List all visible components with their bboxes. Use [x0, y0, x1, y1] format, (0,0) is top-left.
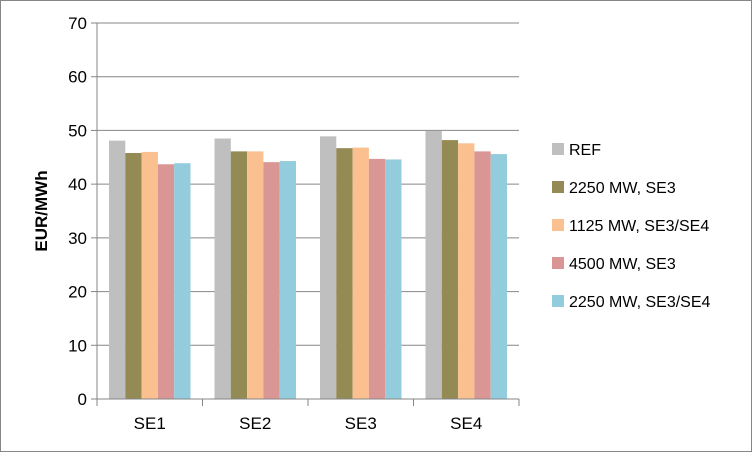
- legend-label-4: 4500 MW, SE3: [569, 256, 676, 273]
- bar-se3-series-4: [368, 158, 386, 399]
- bar-se4-series-5: [490, 154, 507, 399]
- y-tick-label: 50: [68, 121, 87, 140]
- y-tick-label: 40: [68, 175, 87, 194]
- bar-se2-series-3: [247, 151, 264, 399]
- y-tick-label: 60: [68, 68, 87, 87]
- axes: [91, 22, 520, 406]
- y-tick-labels: 0 10 20 30 40 50 60 70: [68, 14, 87, 409]
- legend-label-1: REF: [569, 142, 601, 159]
- bar-se1-series-2: [125, 152, 142, 399]
- legend-label-5: 2250 MW, SE3/SE4: [569, 294, 711, 311]
- legend-label-2: 2250 MW, SE3: [569, 180, 676, 197]
- legend-label-3: 1125 MW, SE3/SE4: [569, 218, 709, 235]
- bar-se4-series-1: [425, 130, 442, 400]
- legend-swatch-3: [552, 219, 564, 231]
- bar-se1-series-4: [157, 164, 175, 399]
- bars: [109, 130, 507, 400]
- y-tick-label: 20: [68, 283, 87, 302]
- bar-se4-series-4: [474, 151, 491, 399]
- y-tick-label: 0: [78, 390, 87, 409]
- y-tick-label: 10: [68, 336, 87, 355]
- bar-se3-series-2: [336, 148, 353, 399]
- x-tick-label: SE3: [345, 414, 377, 433]
- bar-se3-series-3: [352, 147, 369, 399]
- x-tick-label: SE2: [239, 414, 271, 433]
- bar-se4-series-3: [458, 143, 475, 399]
- y-axis-title: EUR/MWh: [32, 170, 51, 251]
- x-tick-label: SE4: [450, 414, 482, 433]
- bar-se3-series-1: [320, 136, 337, 399]
- y-tick-label: 30: [68, 229, 87, 248]
- bar-se2-series-4: [263, 162, 280, 399]
- bar-se4-series-2: [441, 140, 459, 399]
- bar-se1-series-1: [109, 140, 126, 400]
- legend-swatch-4: [552, 257, 564, 269]
- legend-swatch-2: [552, 181, 564, 193]
- legend: REF 2250 MW, SE3 1125 MW, SE3/SE4 4500 MW, …: [552, 142, 711, 311]
- x-tick-label: SE1: [134, 414, 166, 433]
- x-tick-labels: SE1 SE2 SE3 SE4: [134, 414, 483, 433]
- legend-swatch-1: [552, 143, 564, 155]
- bar-se3-series-5: [385, 159, 402, 399]
- bar-se1-series-3: [141, 151, 158, 399]
- bar-se2-series-2: [230, 151, 248, 399]
- y-tick-label: 70: [68, 14, 87, 33]
- bar-se1-series-5: [174, 163, 191, 399]
- bar-se2-series-1: [214, 138, 231, 399]
- bar-se2-series-5: [279, 161, 296, 399]
- legend-swatch-5: [552, 295, 564, 307]
